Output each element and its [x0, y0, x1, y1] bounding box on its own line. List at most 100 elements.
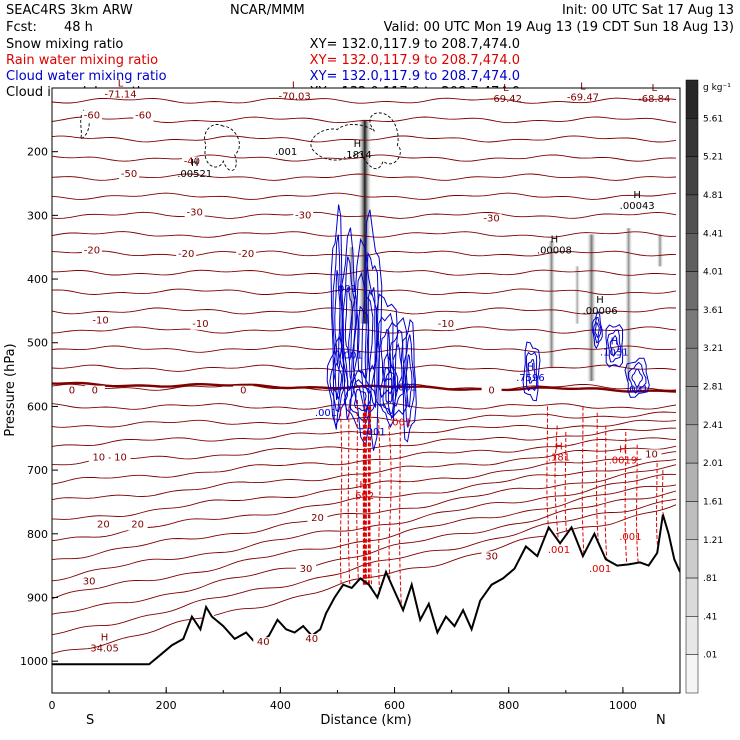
extremum-letter: L [292, 80, 298, 91]
colorbar-label: 2.41 [703, 421, 723, 431]
label-bg [176, 248, 197, 260]
colorbar: 5.61 5.21 4.81 4.41 4.01 3.61 3.21 2.81 2.41 2.01… [685, 79, 731, 694]
colorbar-swatch [685, 194, 699, 234]
y-tick-label: 700 [27, 464, 48, 477]
extremum-letter: L [118, 79, 124, 90]
extremum-letter: H [527, 362, 535, 373]
label-bg [233, 385, 254, 397]
cloud-water-contour [348, 237, 379, 448]
cloud-water-contour [353, 389, 367, 412]
snow-column [586, 234, 597, 381]
snow-column [574, 266, 581, 324]
colorbar-label: 3.61 [703, 306, 723, 316]
extremum-value: .00008 [537, 246, 572, 257]
extremum-value: .7596 [516, 373, 545, 384]
label-bg [81, 245, 102, 257]
extremum-value: .181 [548, 453, 570, 464]
isotherm-label: 20 [131, 519, 144, 530]
rain-contour [604, 425, 608, 560]
label-bg [301, 634, 322, 646]
rain-contour [554, 425, 559, 540]
isotherm-label: 0 [240, 386, 246, 397]
colorbar-swatch [685, 424, 699, 464]
x-tick-label: 0 [49, 699, 56, 712]
extremum-value: .00006 [583, 306, 618, 317]
extremum-value: .1814 [343, 150, 372, 161]
isotherm-label: 30 [83, 577, 96, 588]
cloud-water-contour [349, 378, 372, 422]
extremum-letter: H [551, 235, 559, 246]
extremum-value: .0019 [609, 456, 638, 467]
y-axis-label: Pressure (hPa) [3, 343, 18, 436]
label-bg [236, 248, 257, 260]
temperature-isotherm [52, 192, 677, 200]
extremum-letter: L [652, 83, 658, 94]
colorbar-swatch [685, 577, 699, 617]
cloud-water-contour [379, 353, 399, 429]
y-tick-label: 200 [27, 146, 48, 159]
extremum-letter: H [101, 633, 109, 644]
extremum-value: -70.03 [279, 91, 311, 102]
temperature-isotherm [52, 345, 677, 353]
colorbar-swatch [685, 462, 699, 502]
cloud-water-contours [326, 204, 650, 451]
cloud-water-contour [525, 351, 538, 392]
label-bg [435, 318, 456, 330]
snow-contour [204, 124, 240, 171]
colorbar-swatch [685, 156, 699, 196]
label-bg [93, 519, 114, 531]
isotherm-label: -10 [438, 319, 454, 330]
colorbar-label: .81 [703, 574, 717, 584]
rain-contour [356, 400, 359, 582]
contour-value-label: .001 [626, 384, 648, 395]
snow-column [547, 240, 556, 369]
extremum-letter: H [555, 442, 563, 453]
y-tick-label: 900 [27, 591, 48, 604]
colorbar-swatch [685, 271, 699, 311]
contour-value-label: .001 [395, 383, 417, 394]
isotherm-label: -50 [121, 169, 137, 180]
temperature-isotherm [52, 490, 677, 615]
extremum-letter: H [633, 190, 641, 201]
legend-xy: XY= 132.0,117.9 to 208.7,474.0 [310, 37, 520, 52]
x-tick-label: 400 [270, 699, 291, 712]
cloud-water-contour [382, 367, 396, 414]
colorbar-swatch [685, 386, 699, 426]
temperature-isotherm [52, 135, 677, 143]
cloud-water-contour [627, 361, 647, 394]
isotherm-label: 0 [488, 386, 494, 397]
temperature-isotherm [52, 411, 677, 428]
cloud-water-contour [527, 359, 536, 384]
colorbar-swatch [685, 118, 699, 157]
label-bg [61, 385, 82, 397]
extremum-value: -71.14 [104, 90, 136, 101]
contour-value-label: .001 [363, 427, 385, 438]
colorbar-swatch [685, 501, 699, 540]
isotherm-label: 30 [300, 564, 313, 575]
rain-contour [347, 406, 351, 587]
isotherm-label: -60 [135, 111, 151, 122]
cloud-water-contour [522, 341, 541, 402]
isotherm-label: 10 [645, 449, 658, 460]
contour-value-label: .001 [589, 564, 611, 575]
rain-contour [636, 444, 639, 563]
cloud-water-contour [385, 377, 393, 404]
label-bg [253, 637, 274, 649]
rain-contour [656, 450, 659, 553]
colorbar-label: 1.21 [703, 536, 723, 546]
colorbar-label: 1.61 [703, 497, 723, 507]
axes: 0 200 400 600 800 100010009008007006005004003… [20, 146, 681, 712]
rain-contour [339, 406, 343, 590]
extremum-value: .692 [352, 491, 374, 502]
isotherm-label: 0 [92, 386, 98, 397]
cloud-water-contour [361, 209, 383, 451]
legend-xy: XY= 132.0,117.9 to 208.7,474.0 [310, 69, 520, 84]
colorbar-label: 2.81 [703, 383, 723, 393]
isotherm-label: -60 [84, 111, 100, 122]
colorbar-swatch [685, 309, 699, 349]
isotherm-label: -20 [238, 249, 254, 260]
extremum-value: -69.47 [567, 93, 599, 104]
isotherm-label: 20 [311, 513, 324, 524]
temperature-isotherm [52, 403, 677, 410]
extremum-letter: H [596, 295, 604, 306]
